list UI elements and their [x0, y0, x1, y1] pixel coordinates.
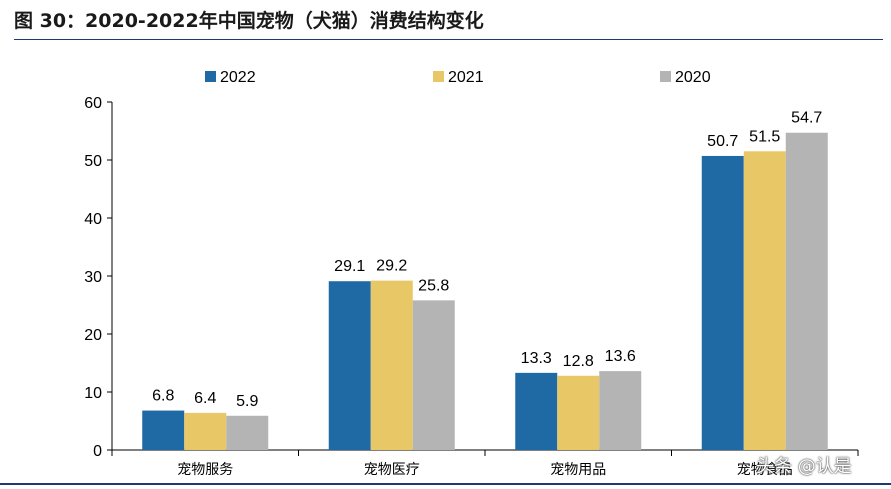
- y-tick-label: 10: [84, 385, 102, 402]
- data-label: 29.1: [334, 258, 365, 275]
- legend: 2022 2021 2020: [205, 69, 711, 86]
- bar-2022: [142, 410, 185, 450]
- bar-2021: [557, 375, 600, 450]
- bar-2020: [226, 415, 269, 450]
- legend-label-2021: 2021: [448, 69, 484, 86]
- y-tick-label: 0: [93, 443, 102, 460]
- y-tick-label: 60: [84, 95, 102, 112]
- data-label: 51.5: [749, 128, 780, 145]
- data-label: 50.7: [707, 133, 738, 150]
- data-labels: 6.8 6.4 5.9 29.1 29.2 25.8 13.3 12.8 13.6 50.7 51.…: [152, 110, 822, 410]
- bar-2021: [743, 151, 786, 451]
- bar-2022: [328, 281, 371, 450]
- bar-2021: [184, 412, 227, 450]
- bottom-divider: [0, 483, 891, 485]
- x-tick-label: 宠物服务: [177, 462, 233, 478]
- watermark: 头条 @认是: [756, 456, 852, 477]
- x-axis: 宠物服务 宠物医疗 宠物用品 宠物食品: [111, 449, 859, 478]
- bars: [142, 132, 828, 451]
- y-tick-label: 20: [84, 327, 102, 344]
- title-divider: [14, 39, 883, 40]
- bar-2020: [785, 132, 828, 451]
- data-label: 29.2: [376, 258, 407, 275]
- figure-title: 图 30：2020-2022年中国宠物（犬猫）消费结构变化: [14, 10, 484, 32]
- data-label: 13.3: [521, 350, 552, 367]
- legend-label-2020: 2020: [675, 69, 711, 86]
- legend-swatch-2020: [660, 71, 671, 82]
- y-axis: 0 10 20 30 40 50 60: [84, 95, 113, 460]
- bar-2020: [599, 371, 642, 450]
- x-tick-label: 宠物用品: [550, 462, 606, 478]
- legend-swatch-2021: [433, 71, 444, 82]
- bar-2022: [515, 372, 558, 450]
- data-label: 13.6: [605, 348, 636, 365]
- x-tick-label: 宠物食品: [737, 461, 793, 478]
- bar-2022: [701, 155, 744, 450]
- y-tick-label: 50: [84, 153, 102, 170]
- data-label: 25.8: [418, 277, 449, 294]
- data-label: 5.9: [236, 393, 258, 410]
- bar-2020: [412, 300, 455, 450]
- y-tick-label: 40: [84, 211, 102, 228]
- x-tick-label: 宠物医疗: [364, 462, 420, 478]
- data-label: 12.8: [563, 353, 594, 370]
- legend-swatch-2022: [205, 71, 216, 82]
- data-label: 6.8: [152, 388, 174, 405]
- data-label: 6.4: [194, 390, 216, 407]
- data-label: 54.7: [791, 110, 822, 127]
- legend-label-2022: 2022: [220, 69, 256, 86]
- y-tick-label: 30: [84, 269, 102, 286]
- bar-2021: [370, 280, 413, 450]
